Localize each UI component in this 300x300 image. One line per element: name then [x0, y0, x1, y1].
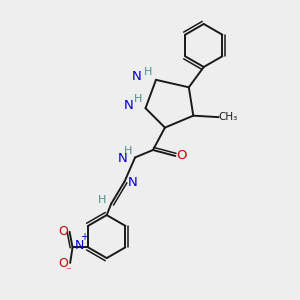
Text: H: H: [134, 94, 142, 104]
Text: N: N: [74, 239, 84, 252]
Text: CH₃: CH₃: [218, 112, 237, 122]
Text: N: N: [128, 176, 138, 189]
Text: H: H: [98, 195, 106, 205]
Text: O: O: [177, 149, 187, 162]
Text: N: N: [118, 152, 128, 165]
Text: O: O: [58, 225, 68, 238]
Text: N: N: [132, 70, 141, 83]
Text: O: O: [59, 257, 68, 270]
Text: H: H: [124, 146, 133, 157]
Text: H: H: [143, 68, 152, 77]
Text: ⁻: ⁻: [66, 266, 72, 276]
Text: N: N: [124, 99, 134, 112]
Text: +: +: [80, 232, 88, 242]
